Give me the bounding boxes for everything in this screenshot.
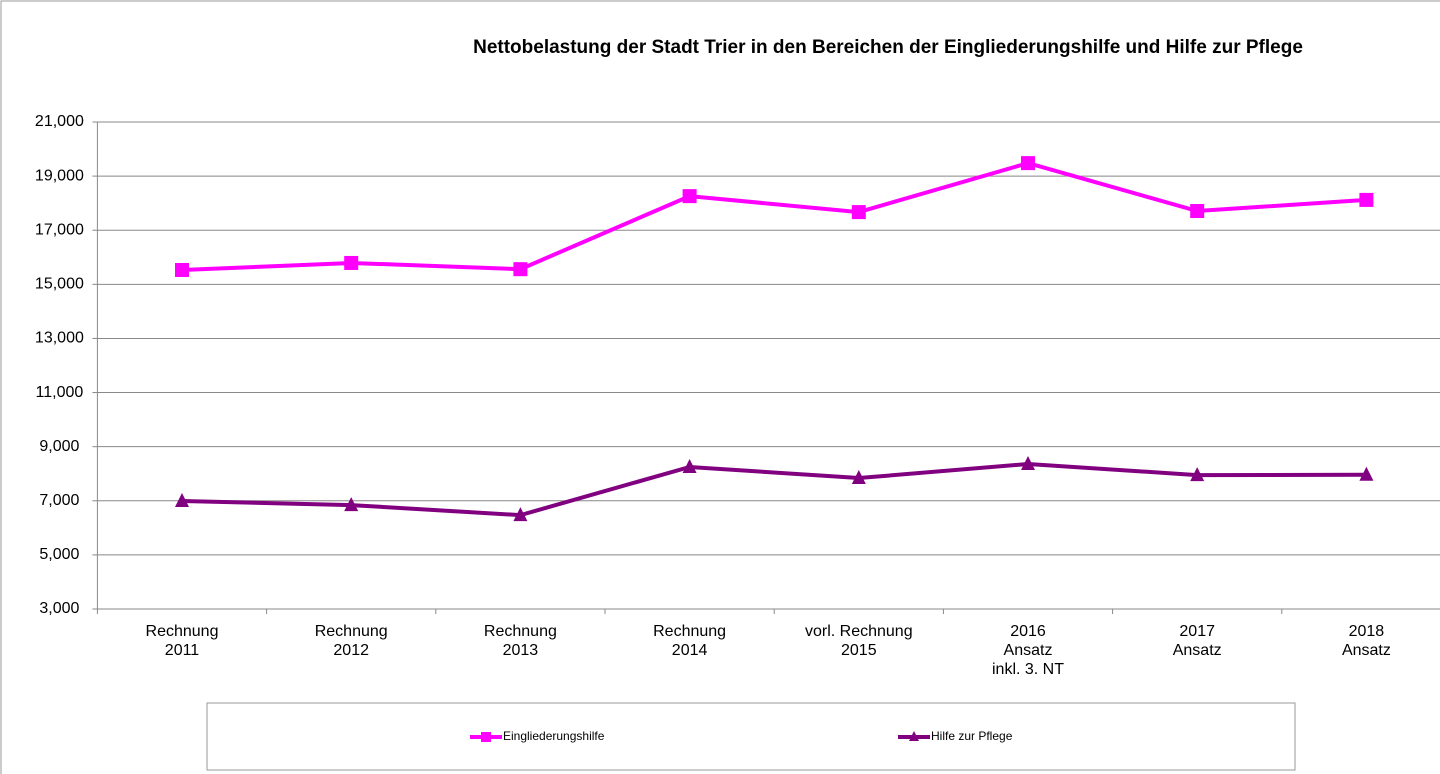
marker (1021, 455, 1035, 470)
x-tick-label: 2016 (1010, 623, 1046, 640)
x-tick-label: Rechnung (146, 623, 219, 640)
marker (175, 262, 189, 277)
marker (344, 497, 359, 512)
x-tick-label: 2015 (841, 642, 877, 659)
marker (909, 731, 919, 741)
x-tick-label: 2018 (1349, 623, 1385, 640)
x-tick-label: 2013 (503, 642, 539, 659)
marker (851, 470, 866, 485)
y-tick-label: 15,000 (35, 276, 84, 293)
legend-text: Hilfe zur Pflege (931, 729, 1013, 743)
y-tick-label: 11,000 (36, 384, 84, 401)
marker (513, 262, 528, 277)
x-tick-label: vorl. Rechnung (805, 623, 913, 640)
x-tick-label: inkl. 3. NT (992, 661, 1064, 678)
marker (1021, 156, 1035, 171)
marker (1190, 204, 1205, 219)
x-tick-label: 2017 (1179, 623, 1215, 640)
x-tick-label: Rechnung (653, 623, 726, 640)
x-tick-label: Ansatz (1342, 642, 1391, 659)
marker (175, 493, 189, 508)
x-tick-label: Rechnung (484, 623, 557, 640)
x-tick-label: Ansatz (1173, 642, 1222, 659)
y-tick-label: 5,000 (39, 546, 79, 563)
marker (513, 507, 528, 522)
marker (344, 255, 359, 270)
y-tick-label: 19,000 (35, 167, 84, 184)
y-tick-label: 9,000 (39, 438, 79, 455)
marker (1359, 466, 1374, 481)
chart-title: Nettobelastung der Stadt Trier in den Be… (473, 37, 1303, 58)
marker (481, 732, 491, 742)
marker (1359, 192, 1374, 207)
y-tick-label: 13,000 (35, 330, 84, 347)
y-tick-label: 3,000 (39, 600, 79, 617)
marker (1190, 467, 1205, 482)
legend-text: Eingliederungshilfe (503, 729, 605, 743)
y-tick-label: 7,000 (39, 492, 79, 509)
series-line (181, 161, 1367, 272)
marker (682, 458, 697, 473)
x-tick-label: Rechnung (315, 623, 388, 640)
marker (851, 205, 866, 220)
x-tick-label: 2011 (165, 642, 200, 659)
y-tick-label: 21,000 (35, 113, 84, 130)
x-tick-label: Ansatz (1004, 642, 1053, 659)
legend-box (206, 702, 1296, 771)
x-tick-label: 2012 (333, 642, 369, 659)
x-tick-label: 2014 (672, 642, 708, 659)
y-tick-label: 17,000 (35, 221, 84, 238)
series-line (181, 461, 1367, 518)
marker (682, 189, 697, 204)
